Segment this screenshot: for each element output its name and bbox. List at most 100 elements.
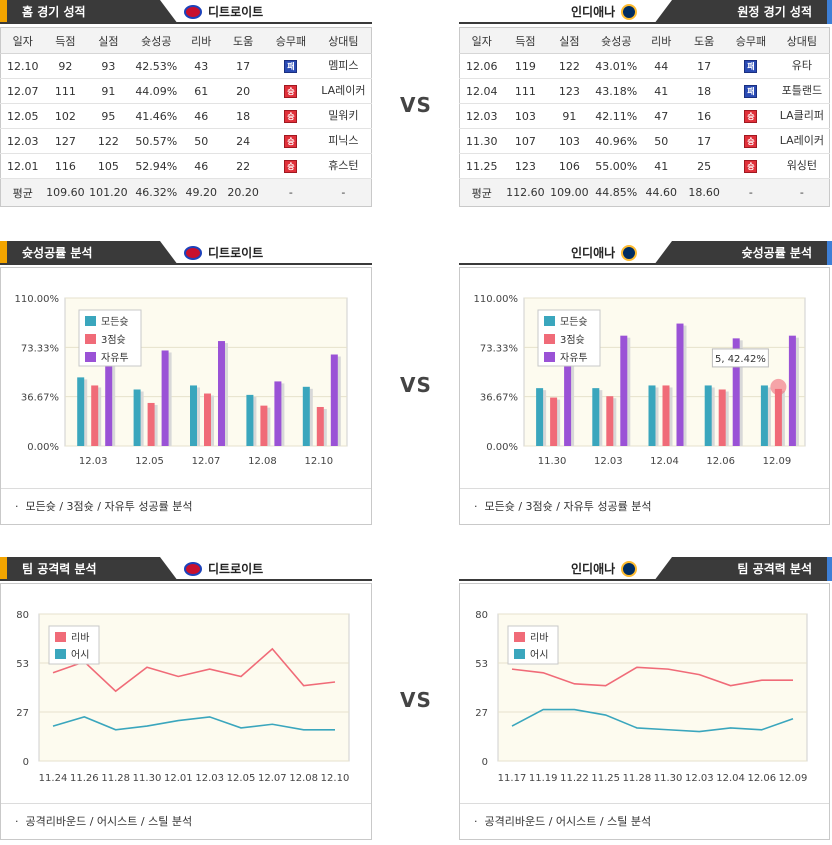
home-shooting-title: 슛성공률 분석	[22, 246, 93, 260]
bar	[274, 381, 282, 446]
ast-cell: 17	[220, 53, 267, 79]
fg-cell: 52.94%	[130, 153, 183, 179]
home-attack-team-tag: 디트로이트	[184, 560, 263, 578]
away-shooting-team-tag: 인디애나	[571, 244, 638, 262]
reb-cell: 43	[182, 53, 221, 79]
average-cell: 109.60	[44, 178, 87, 207]
x-tick-label: 12.03	[685, 773, 714, 784]
legend-swatch	[544, 352, 555, 362]
ast-cell: 18	[220, 103, 267, 129]
x-tick-label: 12.05	[135, 456, 164, 467]
column-header: 득점	[503, 27, 548, 54]
legend-label: 리바	[71, 632, 89, 644]
away-shooting-team-name: 인디애나	[571, 246, 616, 260]
series-line	[511, 666, 793, 687]
table-row: 12.06 119 122 43.01% 44 17 패 유타	[459, 53, 830, 79]
legend-label: 3점슛	[560, 334, 585, 346]
fg-cell: 42.53%	[130, 53, 183, 79]
vs-label-2: VS	[400, 373, 432, 397]
ast-cell: 17	[681, 53, 728, 79]
bar	[564, 354, 572, 446]
legend-label: 어시	[71, 649, 89, 661]
x-tick-label: 11.30	[133, 773, 162, 784]
x-tick-label: 11.22	[560, 773, 589, 784]
y-tick-label: 53	[16, 659, 29, 670]
pts-cell: 102	[44, 103, 87, 129]
column-header: 실점	[86, 27, 131, 54]
column-header: 슛성공	[130, 27, 183, 54]
away-shooting-chart: 110.00% 73.33% 36.67% 0.00% 11.30 12.03 12.04 1…	[474, 294, 806, 467]
result-badge: 승	[284, 110, 298, 123]
home-shooting-tab: 슛성공률 분석	[0, 241, 178, 265]
away-shooting-footer-text: 모든슛 / 3점슛 / 자유투 성공률 분석	[484, 500, 652, 513]
home-attack-tab: 팀 공격력 분석	[0, 557, 178, 581]
date-cell: 11.25	[459, 153, 504, 179]
pacers-logo-icon	[621, 4, 638, 20]
bar	[760, 385, 768, 446]
home-shooting-panel: 110.00% 73.33% 36.67% 0.00% 12.03 12.05 12.07 1…	[0, 267, 372, 525]
average-cell: 109.00	[547, 178, 592, 207]
opp-cell: 103	[547, 128, 592, 154]
away-attack-header: 인디애나 팀 공격력 분석	[459, 557, 832, 581]
legend-label: 자유투	[560, 352, 588, 364]
reb-cell: 61	[182, 78, 221, 104]
legend-label: 모든슛	[560, 316, 588, 328]
pts-cell: 123	[503, 153, 548, 179]
bar	[732, 338, 740, 446]
home-record-title: 홈 경기 성적	[22, 5, 86, 19]
average-cell: 44.85%	[591, 178, 642, 207]
average-cell: -	[266, 178, 316, 207]
result-cell: 패	[727, 53, 775, 79]
reb-cell: 50	[182, 128, 221, 154]
away-shooting-tab: 슛성공률 분석	[654, 241, 832, 265]
bar	[620, 335, 628, 446]
home-attack-footer: · 공격리바운드 / 어시스트 / 스틸 분석	[1, 803, 371, 839]
bar	[91, 385, 99, 446]
result-cell: 패	[727, 78, 775, 104]
y-tick-label: 0.00%	[486, 442, 518, 453]
x-tick-label: 12.04	[650, 456, 679, 467]
average-cell: 18.60	[681, 178, 728, 207]
opp-cell: 106	[547, 153, 592, 179]
date-cell: 12.03	[0, 128, 45, 154]
bar	[147, 402, 155, 446]
team-cell: LA레이커	[315, 78, 372, 104]
x-tick-label: 11.26	[70, 773, 99, 784]
ast-cell: 18	[681, 78, 728, 104]
ast-cell: 17	[681, 128, 728, 154]
bar	[648, 385, 656, 446]
pts-cell: 92	[44, 53, 87, 79]
legend-label: 모든슛	[101, 316, 129, 328]
pistons-logo-icon	[184, 562, 202, 576]
pts-cell: 116	[44, 153, 87, 179]
table-row: 12.03 127 122 50.57% 50 24 승 피닉스	[0, 128, 372, 154]
pts-cell: 111	[44, 78, 87, 104]
away-attack-panel: 80 53 27 0 11.17 11.19 11.22 11.25 11.28 11.30 12.…	[459, 583, 830, 840]
result-cell: 승	[727, 153, 775, 179]
ast-cell: 22	[220, 153, 267, 179]
date-cell: 12.10	[0, 53, 45, 79]
x-tick-label: 12.06	[706, 456, 735, 467]
fg-cell: 42.11%	[591, 103, 642, 129]
x-tick-label: 12.10	[304, 456, 333, 467]
fg-cell: 43.01%	[591, 53, 642, 79]
column-header: 상대팀	[774, 27, 830, 54]
fg-cell: 40.96%	[591, 128, 642, 154]
result-cell: 승	[727, 103, 775, 129]
ast-cell: 20	[220, 78, 267, 104]
bar	[606, 396, 614, 446]
away-shooting-title: 슛성공률 분석	[741, 246, 812, 260]
opp-cell: 93	[86, 53, 131, 79]
opp-cell: 122	[547, 53, 592, 79]
x-tick-label: 12.09	[763, 456, 792, 467]
table-row: 12.07 111 91 44.09% 61 20 승 LA레이커	[0, 78, 372, 104]
away-attack-footer: · 공격리바운드 / 어시스트 / 스틸 분석	[460, 803, 829, 839]
bar	[592, 388, 600, 446]
result-badge: 승	[284, 160, 298, 173]
date-cell: 12.04	[459, 78, 504, 104]
y-tick-label: 36.67%	[21, 393, 59, 404]
legend-swatch	[85, 316, 96, 326]
